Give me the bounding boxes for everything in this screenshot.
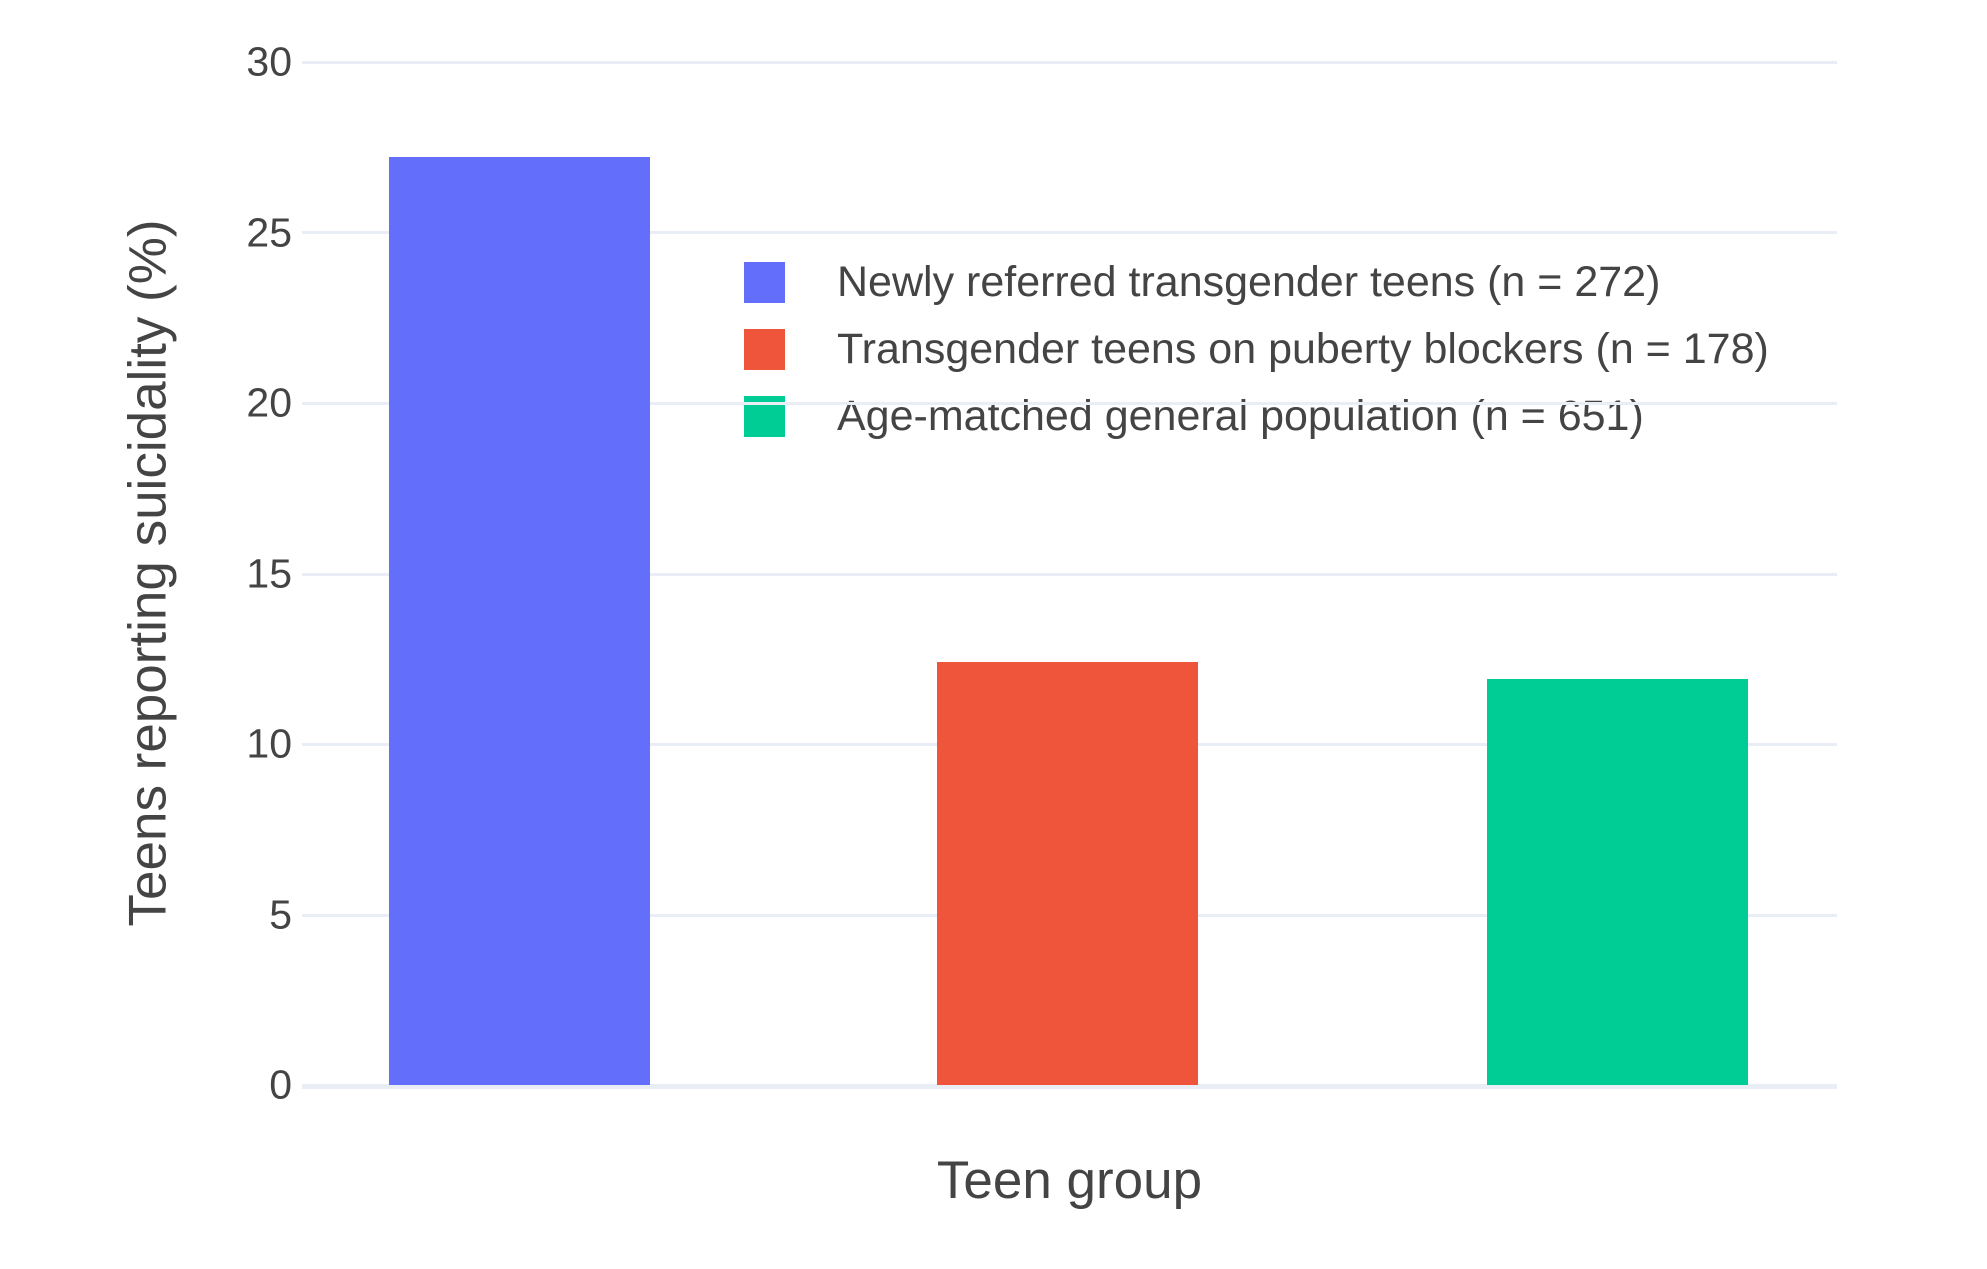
gridline-y-25 [302, 231, 1837, 235]
plot-area: Newly referred transgender teens (n = 27… [302, 61, 1837, 1089]
x-axis-title: Teen group [936, 1151, 1203, 1210]
gridline-y-15 [302, 572, 1837, 576]
y-tick-label-30: 30 [246, 38, 292, 85]
legend: Newly referred transgender teens (n = 27… [744, 261, 1769, 438]
bar-teens-on-puberty-blockers [937, 662, 1199, 1085]
legend-swatch-icon [744, 262, 785, 303]
legend-label: Age-matched general population (n = 651) [837, 392, 1644, 440]
legend-item-2[interactable]: Transgender teens on puberty blockers (n… [744, 328, 1769, 371]
legend-label: Newly referred transgender teens (n = 27… [837, 258, 1661, 306]
y-tick-label-15: 15 [246, 550, 292, 596]
zero-gridline [302, 1084, 1837, 1089]
y-tick-label-0: 0 [269, 1061, 292, 1108]
bar-general-population [1487, 679, 1748, 1085]
gridline-y-20 [302, 401, 1837, 405]
y-tick-label-5: 5 [269, 891, 292, 937]
y-tick-label-20: 20 [246, 379, 292, 426]
y-tick-label-25: 25 [246, 209, 292, 255]
y-tick-label-10: 10 [246, 720, 292, 767]
bar-newly-referred-teens [389, 157, 650, 1085]
legend-swatch-icon [744, 329, 785, 370]
y-axis-tick-labels: 0 5 10 15 20 25 30 [0, 41, 292, 1105]
legend-item-3[interactable]: Age-matched general population (n = 651) [744, 395, 1769, 438]
legend-label: Transgender teens on puberty blockers (n… [837, 325, 1769, 373]
gridline-y-30 [302, 61, 1837, 64]
legend-item-1[interactable]: Newly referred transgender teens (n = 27… [744, 261, 1769, 304]
